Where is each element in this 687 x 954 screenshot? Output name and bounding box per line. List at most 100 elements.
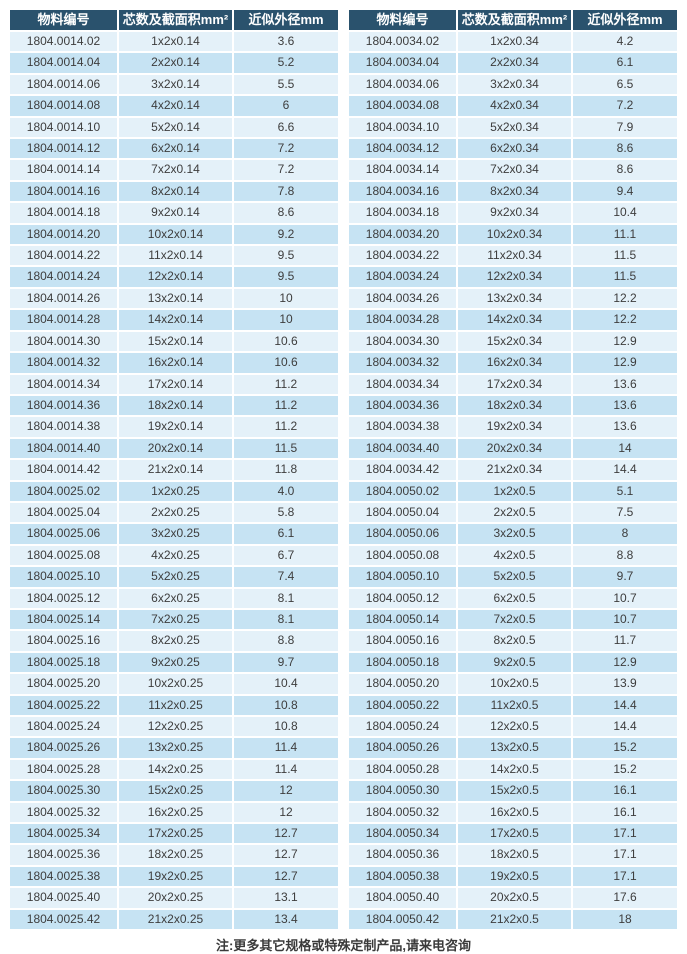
cores-cross-section-cell: 17x2x0.5 <box>457 824 572 844</box>
table-row: 1804.0050.06 3x2x0.5 8 <box>349 524 677 544</box>
outer-diameter-cell: 13.6 <box>573 417 677 437</box>
part-number-cell: 1804.0050.18 <box>349 652 456 673</box>
part-number-cell: 1804.0014.20 <box>10 224 117 245</box>
table-row: 1804.0034.02 1x2x0.34 4.2 <box>349 32 677 52</box>
outer-diameter-cell: 13.6 <box>573 395 677 416</box>
part-number-cell: 1804.0050.28 <box>349 759 456 780</box>
cores-cross-section-cell: 4x2x0.34 <box>457 96 572 116</box>
table-row: 1804.0014.30 15x2x0.14 10.6 <box>10 331 338 352</box>
table-row: 1804.0034.36 18x2x0.34 13.6 <box>349 395 677 416</box>
part-number-cell: 1804.0014.24 <box>10 267 117 287</box>
table-row: 1804.0014.28 14x2x0.14 10 <box>10 310 338 330</box>
cores-cross-section-cell: 21x2x0.5 <box>457 909 572 930</box>
outer-diameter-cell: 10.6 <box>234 331 338 352</box>
part-number-cell: 1804.0050.36 <box>349 845 456 865</box>
outer-diameter-cell: 8.8 <box>573 545 677 566</box>
cores-cross-section-cell: 1x2x0.34 <box>457 32 572 52</box>
table-row: 1804.0034.14 7x2x0.34 8.6 <box>349 160 677 180</box>
cores-cross-section-cell: 2x2x0.34 <box>457 53 572 73</box>
part-number-cell: 1804.0025.28 <box>10 759 117 780</box>
table-row: 1804.0050.04 2x2x0.5 7.5 <box>349 502 677 523</box>
part-number-cell: 1804.0025.32 <box>10 802 117 823</box>
cores-cross-section-cell: 16x2x0.25 <box>118 802 233 823</box>
part-number-cell: 1804.0014.36 <box>10 395 117 416</box>
cores-cross-section-cell: 11x2x0.14 <box>118 246 233 266</box>
outer-diameter-cell: 12.7 <box>234 866 338 887</box>
outer-diameter-cell: 12.9 <box>573 331 677 352</box>
outer-diameter-cell: 11.8 <box>234 460 338 480</box>
outer-diameter-cell: 11.5 <box>573 246 677 266</box>
part-number-cell: 1804.0034.34 <box>349 374 456 394</box>
outer-diameter-cell: 6.1 <box>234 524 338 544</box>
part-number-cell: 1804.0014.14 <box>10 160 117 180</box>
outer-diameter-cell: 5.8 <box>234 502 338 523</box>
outer-diameter-cell: 12.7 <box>234 845 338 865</box>
col-header-outer-diameter: 近似外径mm <box>573 10 677 30</box>
outer-diameter-cell: 17.1 <box>573 866 677 887</box>
part-number-cell: 1804.0050.26 <box>349 738 456 758</box>
table-body-left: 1804.0014.02 1x2x0.14 3.6 1804.0014.04 2x2x0… <box>10 32 338 930</box>
table-row: 1804.0050.14 7x2x0.5 10.7 <box>349 609 677 630</box>
part-number-cell: 1804.0014.28 <box>10 310 117 330</box>
part-number-cell: 1804.0050.32 <box>349 802 456 823</box>
outer-diameter-cell: 13.4 <box>234 909 338 930</box>
outer-diameter-cell: 12 <box>234 781 338 801</box>
outer-diameter-cell: 13.6 <box>573 374 677 394</box>
header-row: 物料编号 芯数及截面积mm² 近似外径mm <box>349 10 677 30</box>
col-header-part-number: 物料编号 <box>10 10 117 30</box>
outer-diameter-cell: 5.2 <box>234 53 338 73</box>
table-row: 1804.0034.38 19x2x0.34 13.6 <box>349 417 677 437</box>
cores-cross-section-cell: 15x2x0.5 <box>457 781 572 801</box>
outer-diameter-cell: 8.1 <box>234 588 338 608</box>
part-number-cell: 1804.0034.22 <box>349 246 456 266</box>
part-number-cell: 1804.0034.30 <box>349 331 456 352</box>
table-row: 1804.0034.22 11x2x0.34 11.5 <box>349 246 677 266</box>
cores-cross-section-cell: 18x2x0.34 <box>457 395 572 416</box>
table-row: 1804.0025.20 10x2x0.25 10.4 <box>10 674 338 694</box>
part-number-cell: 1804.0014.06 <box>10 74 117 95</box>
part-number-cell: 1804.0034.36 <box>349 395 456 416</box>
table-row: 1804.0025.24 12x2x0.25 10.8 <box>10 717 338 737</box>
table-row: 1804.0025.10 5x2x0.25 7.4 <box>10 567 338 587</box>
outer-diameter-cell: 11.2 <box>234 374 338 394</box>
outer-diameter-cell: 15.2 <box>573 738 677 758</box>
outer-diameter-cell: 7.2 <box>573 96 677 116</box>
cores-cross-section-cell: 2x2x0.14 <box>118 53 233 73</box>
cores-cross-section-cell: 12x2x0.14 <box>118 267 233 287</box>
outer-diameter-cell: 7.5 <box>573 502 677 523</box>
part-number-cell: 1804.0034.42 <box>349 460 456 480</box>
cores-cross-section-cell: 15x2x0.25 <box>118 781 233 801</box>
part-number-cell: 1804.0025.38 <box>10 866 117 887</box>
part-number-cell: 1804.0034.10 <box>349 117 456 138</box>
part-number-cell: 1804.0050.30 <box>349 781 456 801</box>
cores-cross-section-cell: 12x2x0.5 <box>457 717 572 737</box>
part-number-cell: 1804.0025.40 <box>10 888 117 908</box>
part-number-cell: 1804.0025.14 <box>10 609 117 630</box>
cores-cross-section-cell: 7x2x0.14 <box>118 160 233 180</box>
cores-cross-section-cell: 18x2x0.5 <box>457 845 572 865</box>
table-row: 1804.0025.12 6x2x0.25 8.1 <box>10 588 338 608</box>
outer-diameter-cell: 4.2 <box>573 32 677 52</box>
outer-diameter-cell: 9.4 <box>573 181 677 202</box>
cores-cross-section-cell: 8x2x0.34 <box>457 181 572 202</box>
table-row: 1804.0014.12 6x2x0.14 7.2 <box>10 139 338 159</box>
part-number-cell: 1804.0025.30 <box>10 781 117 801</box>
part-number-cell: 1804.0025.12 <box>10 588 117 608</box>
table-row: 1804.0050.38 19x2x0.5 17.1 <box>349 866 677 887</box>
part-number-cell: 1804.0050.06 <box>349 524 456 544</box>
part-number-cell: 1804.0034.32 <box>349 353 456 373</box>
part-number-cell: 1804.0050.20 <box>349 674 456 694</box>
outer-diameter-cell: 14.4 <box>573 695 677 715</box>
part-number-cell: 1804.0025.34 <box>10 824 117 844</box>
cores-cross-section-cell: 10x2x0.25 <box>118 674 233 694</box>
cores-cross-section-cell: 16x2x0.5 <box>457 802 572 823</box>
part-number-cell: 1804.0034.28 <box>349 310 456 330</box>
part-number-cell: 1804.0014.30 <box>10 331 117 352</box>
cores-cross-section-cell: 5x2x0.5 <box>457 567 572 587</box>
outer-diameter-cell: 11.4 <box>234 738 338 758</box>
table-row: 1804.0034.06 3x2x0.34 6.5 <box>349 74 677 95</box>
cores-cross-section-cell: 18x2x0.25 <box>118 845 233 865</box>
table-row: 1804.0025.18 9x2x0.25 9.7 <box>10 652 338 673</box>
cores-cross-section-cell: 3x2x0.34 <box>457 74 572 95</box>
outer-diameter-cell: 8.1 <box>234 609 338 630</box>
